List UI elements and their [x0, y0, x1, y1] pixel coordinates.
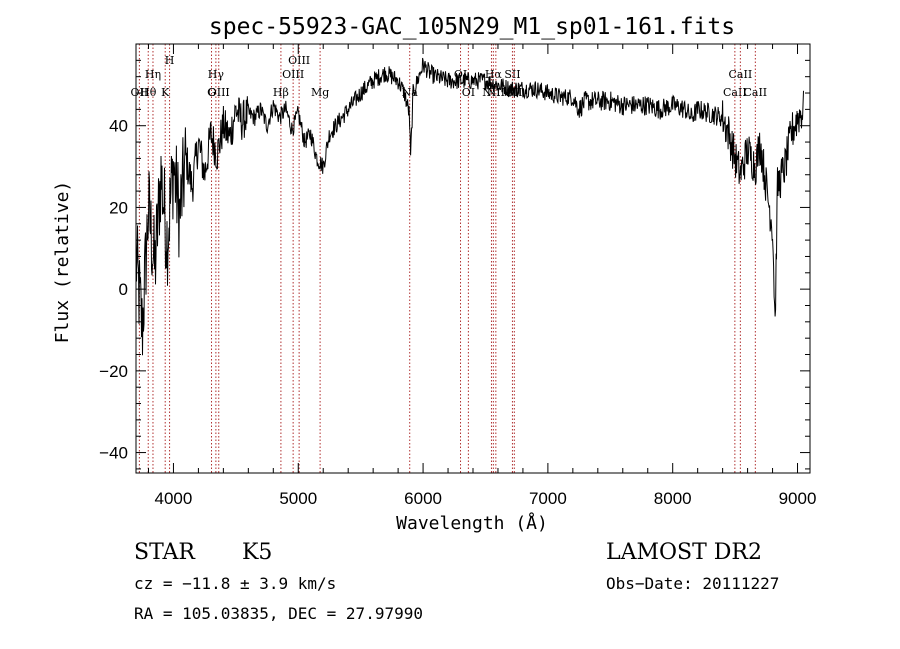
y-tick-label: −20	[99, 362, 128, 381]
line-label-11: Mg	[311, 86, 329, 99]
x-tick-label: 5000	[279, 489, 317, 508]
x-tick-label: 8000	[654, 489, 692, 508]
line-label-9: OIII	[282, 68, 304, 81]
x-tick-label: 7000	[529, 489, 567, 508]
line-label-18: SII	[504, 68, 520, 81]
y-tick-label: −40	[99, 444, 128, 463]
line-label-10: OIII	[288, 54, 310, 67]
y-tick-label: 0	[119, 280, 128, 299]
y-tick-label: 40	[109, 117, 128, 136]
spectrum-series-line	[135, 57, 804, 356]
line-label-1: Hθ	[140, 86, 157, 99]
line-label-20: CaII	[723, 86, 747, 99]
line-label-2: Hη	[145, 68, 161, 81]
line-label-8: Hβ	[273, 86, 289, 99]
line-label-0: OII	[131, 86, 149, 99]
line-label-14: OI	[462, 86, 475, 99]
chart-title: spec-55923-GAC_105N29_M1_sp01-161.fits	[209, 14, 735, 40]
y-tick-label: 20	[109, 198, 128, 217]
x-tick-label: 9000	[779, 489, 817, 508]
line-label-4: H	[165, 54, 175, 67]
line-label-5: G	[207, 86, 216, 99]
line-label-6: Hγ	[208, 68, 225, 81]
spectrum-chart: spec-55923-GAC_105N29_M1_sp01-161.fits O…	[52, 14, 817, 534]
line-label-16: Hα	[485, 68, 503, 81]
x-tick-label: 4000	[155, 489, 193, 508]
axis-ticks: 4000 5000 6000 7000 8000 9000 −40 −20 0 20 40	[99, 43, 817, 508]
line-label-22: CaII	[743, 86, 767, 99]
object-class: STAR	[134, 540, 195, 565]
object-subclass: K5	[242, 540, 273, 565]
x-axis-label: Wavelength (Å)	[396, 512, 548, 534]
survey-name: LAMOST DR2	[606, 540, 762, 565]
ra-dec: RA = 105.03835, DEC = 27.97990	[134, 604, 423, 623]
line-label-21: CaII	[729, 68, 753, 81]
line-label-7: OIII	[208, 86, 230, 99]
x-tick-label: 6000	[404, 489, 442, 508]
line-label-3: K	[161, 86, 170, 99]
observation-date: Obs−Date: 20111227	[606, 574, 780, 593]
y-axis-label: Flux (relative)	[52, 181, 73, 344]
redshift-cz: cz = −11.8 ± 3.9 km/s	[134, 574, 337, 593]
spectrum-layer	[135, 57, 804, 356]
